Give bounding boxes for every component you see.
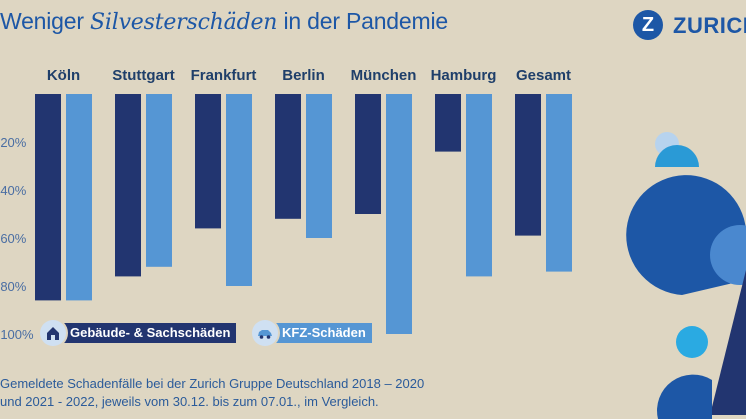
footnote-line-2: und 2021 - 2022, jeweils vom 30.12. bis … <box>0 394 379 409</box>
category-label: Berlin <box>282 67 325 84</box>
house-icon <box>40 320 66 346</box>
zurich-logo-text: ZURICH <box>673 13 746 38</box>
y-tick-label: -20% <box>0 135 27 150</box>
chart-title: Weniger Silvesterschäden in der Pandemie <box>0 8 448 35</box>
bar-buildings <box>275 94 301 219</box>
zurich-logo-icon: Z <box>633 10 663 40</box>
title-part-3: in der Pandemie <box>277 8 448 34</box>
footnote-line-1: Gemeldete Schadenfälle bei der Zurich Gr… <box>0 376 425 391</box>
bar-buildings <box>35 94 61 301</box>
title-part-2: Silvesterschäden <box>90 10 278 35</box>
y-tick-label: -100% <box>0 327 34 342</box>
category-label: München <box>351 67 417 84</box>
category-label: Frankfurt <box>191 67 257 84</box>
bar-vehicles <box>386 94 412 334</box>
category-label: Köln <box>47 67 80 84</box>
bar-chart: -20% -40% -60% -80% -100% Köln Stuttgart Frankf… <box>0 67 572 342</box>
category-label: Hamburg <box>431 67 497 84</box>
y-tick-label: -80% <box>0 279 27 294</box>
zurich-logo[interactable]: Z ZURICH <box>633 8 746 42</box>
category-label: Stuttgart <box>112 67 175 84</box>
decorative-shapes <box>626 132 746 419</box>
legend-item-buildings: Gebäude- & Sachschäden <box>40 320 237 346</box>
bar-buildings <box>435 94 461 152</box>
bar-buildings <box>515 94 541 236</box>
bar-vehicles <box>546 94 572 272</box>
footnote: Gemeldete Schadenfälle bei der Zurich Gr… <box>0 375 424 411</box>
car-icon <box>252 320 278 346</box>
bar-buildings <box>195 94 221 229</box>
y-tick-label: -40% <box>0 183 27 198</box>
legend-item-vehicles: KFZ-Schäden <box>252 320 372 346</box>
bar-vehicles <box>66 94 92 301</box>
bar-buildings <box>115 94 141 277</box>
bar-vehicles <box>146 94 172 267</box>
legend-label-vehicles: KFZ-Schäden <box>274 323 372 343</box>
y-tick-label: -60% <box>0 231 27 246</box>
legend-label-buildings: Gebäude- & Sachschäden <box>62 323 237 343</box>
category-label: Gesamt <box>516 67 571 84</box>
bar-vehicles <box>466 94 492 277</box>
bar-buildings <box>355 94 381 214</box>
title-part-1: Weniger <box>0 8 91 34</box>
bar-vehicles <box>226 94 252 286</box>
bar-vehicles <box>306 94 332 238</box>
